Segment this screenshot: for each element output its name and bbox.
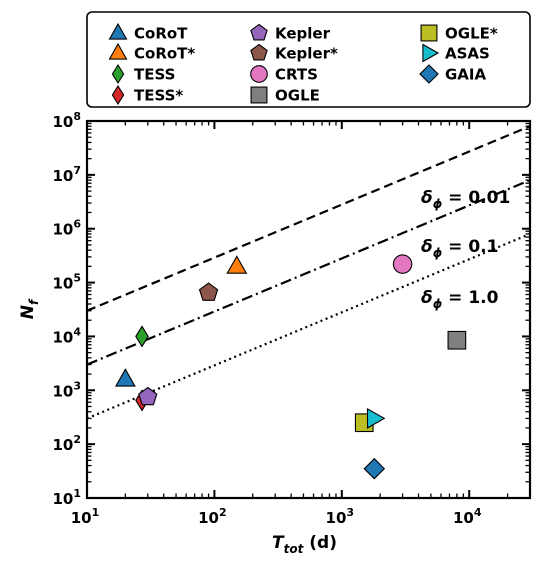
x-tick-label: 103	[326, 506, 355, 527]
plot-frame	[85, 119, 532, 500]
legend-marker	[111, 84, 125, 106]
legend-marker	[108, 42, 128, 60]
legend-label: OGLE*	[445, 25, 498, 43]
legend-entry: ASAS	[422, 43, 490, 63]
legend: CoRoT CoRoT* TESS TESS* Kepler Kepler* CRTS OGL…	[86, 11, 531, 108]
legend-frame	[86, 11, 531, 108]
legend-entry: TESS	[111, 63, 175, 85]
legend-label: ASAS	[445, 45, 490, 63]
legend-entry: CoRoT*	[108, 42, 195, 63]
data-point	[363, 457, 386, 480]
legend-label: Kepler*	[275, 45, 338, 63]
x-tick-label: 104	[453, 506, 482, 527]
legend-marker	[419, 64, 439, 84]
legend-entry: CoRoT	[108, 22, 188, 43]
legend-marker	[420, 24, 438, 42]
legend-label: CoRoT	[134, 25, 188, 43]
x-axis-title: Ttot (d)	[272, 533, 337, 556]
y-tick-label: 102	[52, 433, 81, 454]
data-point	[114, 368, 136, 387]
reference-line-label: δϕ = 1.0	[421, 288, 499, 311]
y-tick-label: 107	[52, 164, 81, 185]
y-axis-title: Nf	[18, 298, 41, 319]
legend-entry: GAIA	[419, 64, 487, 84]
legend-entry: Kepler	[250, 23, 331, 43]
reference-lines	[87, 125, 530, 420]
y-tick-label: 105	[52, 272, 81, 293]
legend-entry: Kepler*	[250, 43, 338, 63]
y-tick-label: 108	[52, 110, 81, 131]
legend-marker	[111, 63, 125, 85]
line-annotations: δϕ = 0.01 δϕ = 0.1 δϕ = 1.0	[421, 188, 510, 311]
legend-marker	[250, 86, 268, 104]
x-tick-label: 102	[198, 506, 227, 527]
data-point	[198, 282, 219, 301]
data-point	[392, 254, 413, 274]
data-point	[138, 386, 158, 406]
data-point	[226, 255, 248, 274]
y-tick-label: 104	[52, 325, 81, 346]
legend-entry: CRTS	[250, 65, 318, 84]
y-tick-label: 101	[52, 487, 81, 508]
legend-label: TESS	[134, 66, 175, 84]
legend-marker	[422, 43, 440, 63]
data-point	[135, 325, 149, 348]
legend-entry: TESS*	[111, 84, 183, 106]
y-tick-label: 106	[52, 218, 81, 239]
legend-label: GAIA	[445, 66, 487, 84]
legend-label: TESS*	[134, 87, 183, 105]
y-tick-label: 103	[52, 379, 81, 400]
legend-label: CRTS	[275, 66, 318, 84]
data-points	[114, 254, 467, 480]
reference-line-label: δϕ = 0.1	[421, 237, 498, 260]
legend-marker	[108, 22, 128, 40]
reference-line-label: δϕ = 0.01	[421, 188, 510, 211]
legend-entry: OGLE*	[420, 24, 498, 43]
reference-line-dashed	[87, 125, 530, 312]
legend-marker	[250, 65, 268, 83]
legend-entry: OGLE	[250, 86, 320, 105]
legend-label: OGLE	[275, 87, 320, 105]
data-point	[447, 330, 467, 350]
legend-marker	[250, 23, 268, 41]
axes: 101 102 103 104 101 102 103 104 105 106 107 108	[52, 110, 532, 527]
data-point	[366, 407, 386, 429]
legend-label: Kepler	[275, 25, 331, 43]
legend-marker	[250, 43, 268, 61]
reference-line-dashdot	[87, 179, 530, 366]
x-tick-label: 101	[71, 506, 100, 527]
reference-line-dotted	[87, 232, 530, 420]
legend-label: CoRoT*	[134, 45, 195, 63]
